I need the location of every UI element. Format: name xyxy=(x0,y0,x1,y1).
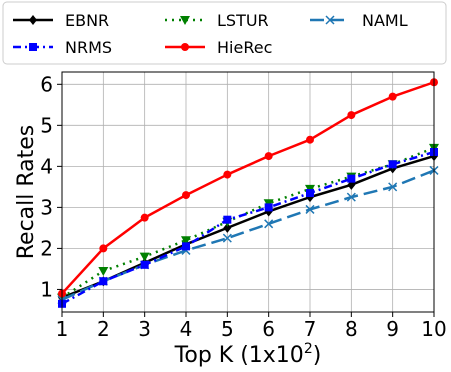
x-tick-label: 6 xyxy=(262,317,275,341)
series-line-lstur xyxy=(61,146,435,299)
legend-marker-naml xyxy=(325,15,335,25)
series-line-naml xyxy=(61,169,435,301)
data-point-hierec xyxy=(182,191,190,200)
legend-label-nrms: NRMS xyxy=(65,38,112,57)
data-point-naml xyxy=(388,182,398,192)
x-tick-label: 2 xyxy=(97,317,110,341)
legend: EBNR LSTUR NAML NRMS HieRec xyxy=(2,1,447,65)
data-point-hierec xyxy=(99,244,108,253)
data-point-naml xyxy=(264,219,274,229)
x-tick-label: 8 xyxy=(345,317,358,341)
x-tick-label: 5 xyxy=(221,317,234,341)
x-tick-label: 4 xyxy=(180,317,193,341)
legend-label-hierec: HieRec xyxy=(217,38,272,57)
legend-marker-hierec xyxy=(181,43,189,51)
data-point-hierec xyxy=(140,213,149,222)
legend-frame xyxy=(2,1,447,65)
legend-label-lstur: LSTUR xyxy=(217,11,269,30)
y-tick-label: 3 xyxy=(40,195,53,219)
series-hierec xyxy=(58,78,438,298)
data-point-hierec xyxy=(264,152,273,161)
data-point-lstur xyxy=(181,236,191,246)
x-tick-label: 9 xyxy=(386,317,399,341)
data-point-hierec xyxy=(306,135,314,144)
data-point-nrms xyxy=(306,189,314,198)
legend-marker-lstur xyxy=(180,16,190,25)
series-line-hierec xyxy=(61,81,435,295)
y-tick-label: 1 xyxy=(40,277,53,301)
plot-frame xyxy=(61,71,435,313)
x-tick-label: 10 xyxy=(421,317,446,341)
series-ebnr xyxy=(58,151,438,303)
data-point-nrms xyxy=(388,160,397,169)
y-tick-label: 4 xyxy=(40,154,53,178)
legend-marker-nrms xyxy=(29,43,37,51)
data-point-nrms xyxy=(347,174,356,183)
data-point-naml xyxy=(222,233,232,243)
data-point-hierec xyxy=(388,92,397,101)
data-point-naml xyxy=(346,192,356,202)
data-point-hierec xyxy=(347,111,356,120)
data-point-ebnr xyxy=(223,222,232,233)
legend-label-ebnr: EBNR xyxy=(65,11,109,30)
x-tick-label: 1 xyxy=(56,317,69,341)
data-point-nrms xyxy=(182,242,190,251)
x-tick-label: 7 xyxy=(304,317,317,341)
data-point-naml xyxy=(305,204,315,214)
y-axis-title: Recall Rates xyxy=(14,125,39,260)
legend-label-naml: NAML xyxy=(362,11,408,30)
x-tick-label: 3 xyxy=(138,317,151,341)
series-layer xyxy=(57,78,439,308)
data-point-nrms xyxy=(223,215,232,224)
y-tick-label: 6 xyxy=(40,72,53,96)
data-point-nrms xyxy=(99,277,108,286)
series-naml xyxy=(57,165,439,305)
data-point-hierec xyxy=(223,170,232,179)
data-point-nrms xyxy=(264,203,273,212)
data-point-nrms xyxy=(140,260,149,269)
ticks: 1 2 3 4 5 6 7 8 9 10 1 2 3 4 5 6 xyxy=(40,72,446,341)
y-tick-label: 2 xyxy=(40,236,53,260)
data-point-lstur xyxy=(98,266,109,276)
y-tick-label: 5 xyxy=(40,113,53,137)
x-axis-title: Top K (1x102) xyxy=(174,341,322,368)
data-point-lstur xyxy=(139,252,150,262)
legend-marker-ebnr xyxy=(29,15,37,25)
